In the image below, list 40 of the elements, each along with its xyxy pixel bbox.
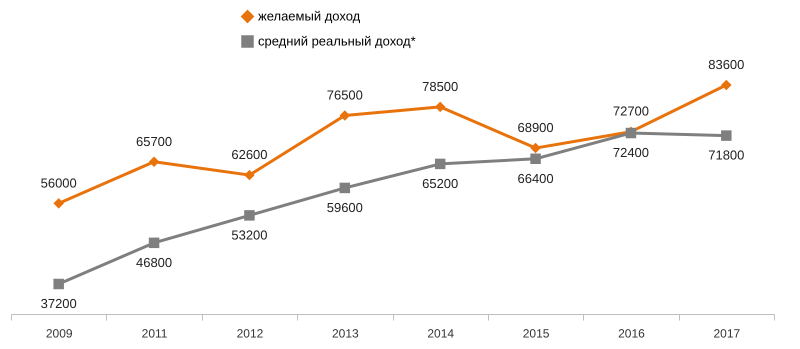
data-label: 59600 <box>326 200 363 215</box>
point <box>340 182 350 194</box>
data-label: 65200 <box>422 176 458 191</box>
data-label: 53200 <box>231 227 268 242</box>
x-tick-label: 2015 <box>522 326 550 340</box>
point <box>53 278 64 290</box>
x-tick-label: 2009 <box>46 326 73 340</box>
data-label: 72700 <box>612 104 650 119</box>
data-label: 65700 <box>136 134 172 149</box>
legend-label: желаемый доход <box>258 8 361 24</box>
data-label: 72400 <box>612 145 650 160</box>
point <box>148 156 160 168</box>
x-tick-label: 2016 <box>618 326 646 340</box>
point <box>530 154 541 164</box>
data-label: 37200 <box>40 296 77 311</box>
point <box>721 130 732 141</box>
x-tick-label: 2013 <box>332 326 359 340</box>
data-label: 68900 <box>517 120 554 136</box>
data-label: 83600 <box>708 57 744 72</box>
legend-label: средний реальный доход* <box>258 34 416 48</box>
data-label: 78500 <box>422 78 458 94</box>
data-label: 62600 <box>231 147 268 162</box>
x-tick-label: 2017 <box>713 326 740 340</box>
data-label: 46800 <box>136 254 172 270</box>
x-tick-label: 2014 <box>427 326 454 340</box>
point <box>148 238 160 248</box>
data-label: 56000 <box>40 175 77 190</box>
data-label: 71800 <box>708 148 744 163</box>
point <box>721 80 732 90</box>
data-label: 66400 <box>517 170 554 186</box>
point <box>530 142 541 154</box>
x-tick-label: 2012 <box>236 326 264 340</box>
point <box>53 198 64 209</box>
point <box>340 110 350 121</box>
x-tick-label: 2011 <box>142 326 168 340</box>
point <box>244 170 255 180</box>
data-label: 76500 <box>326 87 363 102</box>
point <box>434 102 446 112</box>
point <box>244 210 255 221</box>
point <box>434 158 446 170</box>
